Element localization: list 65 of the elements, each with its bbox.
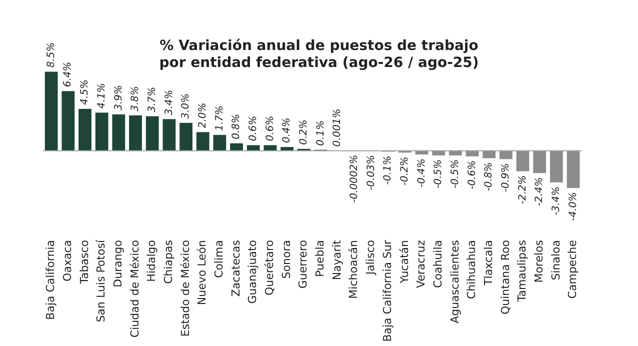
data-label: 0.6%: [248, 116, 259, 142]
data-label: 0.2%: [298, 119, 310, 145]
x-tick-label: Colima: [212, 240, 226, 278]
data-label: 0.1%: [315, 120, 326, 146]
data-label: 8.5%: [46, 42, 57, 68]
x-tick-label: San Luis Potosí: [94, 239, 108, 322]
data-label: -0.8%: [484, 162, 495, 192]
x-tick-label: Baja California Sur: [380, 240, 394, 342]
x-tick-label: Tlaxcala: [482, 240, 495, 286]
data-label: 2.0%: [197, 102, 208, 128]
x-tick-label: Puebla: [314, 240, 327, 277]
data-label: -4.0%: [568, 192, 579, 222]
data-label: -0.03%: [366, 155, 377, 190]
data-label: 3.0%: [180, 93, 192, 119]
x-tick-label: Oaxaca: [61, 240, 74, 282]
data-label: 0.001%: [332, 108, 344, 147]
data-label: -2.4%: [534, 177, 546, 206]
x-tick-label: Sonora: [280, 240, 293, 279]
x-tick-label: Durango: [112, 240, 125, 288]
data-label: -0.4%: [416, 158, 428, 188]
x-tick-label: Sinaloa: [549, 240, 562, 280]
data-label: -0.5%: [450, 159, 462, 188]
data-label: 0.8%: [231, 114, 242, 140]
x-tick-label: Tamaulipas: [516, 240, 529, 303]
data-label: 4.5%: [80, 79, 91, 105]
x-tick-label: Aguascalientes: [448, 240, 462, 324]
data-label: -0.9%: [500, 163, 512, 192]
x-tick-label: Zacatecas: [229, 240, 242, 297]
data-label: 0.6%: [264, 116, 276, 142]
data-label: 0.4%: [282, 118, 293, 144]
x-tick-label: Chihuahua: [465, 240, 478, 300]
x-tick-label: Nayarit: [330, 239, 344, 280]
x-tick-label: Jalisco: [364, 240, 378, 276]
x-tick-label: Chiapas: [162, 240, 176, 284]
chart-title: % Variación anual de puestos de trabajo por entidad federativa (ago-26 / ago-25): [159, 38, 479, 71]
data-label: -0.6%: [466, 160, 478, 190]
x-tick-label: Ciudad de México: [128, 240, 142, 338]
data-label: 3.8%: [130, 86, 142, 112]
x-tick-label: Nuevo León: [196, 240, 209, 306]
x-tick-label: Baja California: [44, 240, 58, 320]
data-label: 3.4%: [164, 90, 175, 116]
data-label: 4.1%: [96, 83, 108, 109]
data-label: -3.4%: [551, 186, 562, 216]
data-label: -0.1%: [382, 156, 394, 185]
x-tick-label: Campeche: [566, 240, 580, 299]
x-tick-label: Michoacán: [347, 240, 360, 299]
x-tick-label: Estado de México: [178, 240, 192, 337]
data-label: 3.9%: [113, 85, 124, 110]
x-tick-label: Yucatán: [398, 240, 411, 284]
x-tick-label: Querétaro: [263, 240, 276, 296]
x-tick-label: Morelos: [532, 240, 546, 283]
x-tick-label: Guerrero: [296, 240, 310, 289]
data-label: -0.5%: [433, 159, 444, 188]
x-tick-label: Tabasco: [78, 240, 91, 285]
data-label: -0.2%: [399, 156, 410, 186]
data-label: -2.2%: [517, 175, 528, 204]
data-label: 6.4%: [62, 62, 74, 88]
data-label: 1.7%: [214, 106, 226, 131]
x-tick-label: Quintana Roo: [498, 240, 512, 315]
x-tick-label: Guanajuato: [246, 240, 260, 304]
data-label: -0.0002%: [348, 154, 360, 203]
x-tick-label: Veracruz: [414, 240, 428, 288]
data-label: 3.7%: [146, 86, 158, 112]
x-tick-label: Hidalgo: [145, 240, 158, 282]
x-tick-label: Coahuila: [431, 240, 444, 288]
